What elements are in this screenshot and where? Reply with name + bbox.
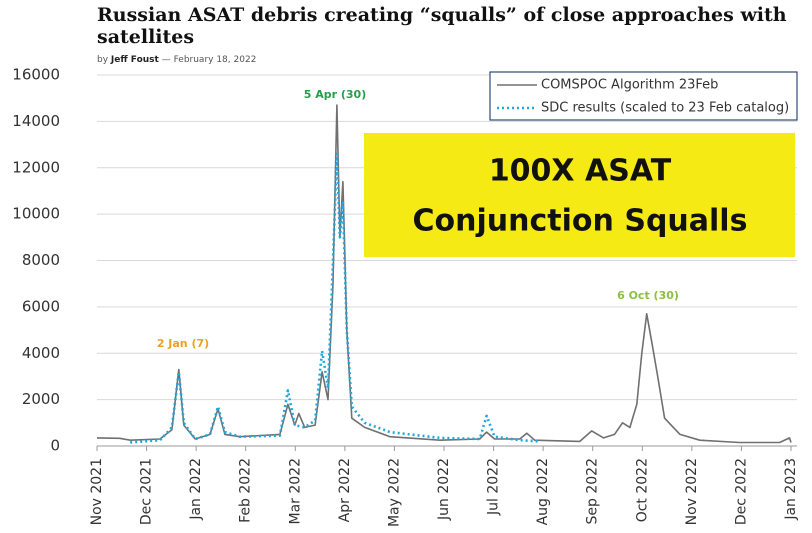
series-line: [96, 104, 792, 444]
byline-prefix: by: [97, 55, 109, 65]
y-tick-label: 12000: [12, 158, 60, 176]
x-tick-label: Jun 2022: [436, 458, 452, 521]
legend-label: SDC results (scaled to 23 Feb catalog): [541, 101, 789, 116]
callout-text: 100X ASAT: [489, 154, 672, 189]
annotation: 5 Apr (30): [304, 88, 367, 101]
author: Jeff Foust: [110, 55, 159, 65]
y-tick-label: 14000: [12, 112, 60, 130]
separator: —: [161, 55, 171, 65]
y-tick-label: 8000: [22, 251, 60, 269]
x-tick-label: Nov 2021: [89, 458, 105, 525]
x-tick-label: Jan 2023: [783, 458, 799, 521]
legend-label: COMSPOC Algorithm 23Feb: [541, 78, 718, 93]
y-tick-label: 0: [50, 437, 60, 455]
y-tick-label: 16000: [12, 66, 60, 84]
x-tick-label: Oct 2022: [634, 458, 650, 522]
article-title: Russian ASAT debris creating “squalls” o…: [97, 4, 787, 48]
callout-box: [364, 133, 795, 257]
x-tick-label: Jul 2022: [486, 458, 502, 516]
callout-text: Conjunction Squalls: [413, 204, 748, 239]
x-tick-label: May 2022: [386, 458, 402, 527]
annotation: 2 Jan (7): [157, 337, 209, 350]
annotation: 6 Oct (30): [617, 289, 679, 302]
x-tick-label: Jan 2022: [188, 458, 204, 521]
x-tick-label: Feb 2022: [238, 458, 254, 523]
x-tick-label: Dec 2021: [139, 458, 155, 525]
x-tick-label: Aug 2022: [535, 458, 551, 525]
x-tick-label: Sep 2022: [585, 458, 601, 524]
x-tick-label: Apr 2022: [337, 458, 353, 522]
date: February 18, 2022: [173, 55, 257, 65]
x-tick-label: Dec 2022: [733, 458, 749, 525]
y-tick-label: 4000: [22, 344, 60, 362]
x-tick-label: Nov 2022: [684, 458, 700, 525]
y-tick-label: 10000: [12, 205, 60, 223]
x-tick-label: Mar 2022: [287, 458, 303, 525]
y-tick-label: 6000: [22, 297, 60, 315]
legend-box: [489, 71, 798, 121]
y-tick-label: 2000: [22, 390, 60, 408]
byline: by Jeff Foust — February 18, 2022: [97, 55, 256, 65]
